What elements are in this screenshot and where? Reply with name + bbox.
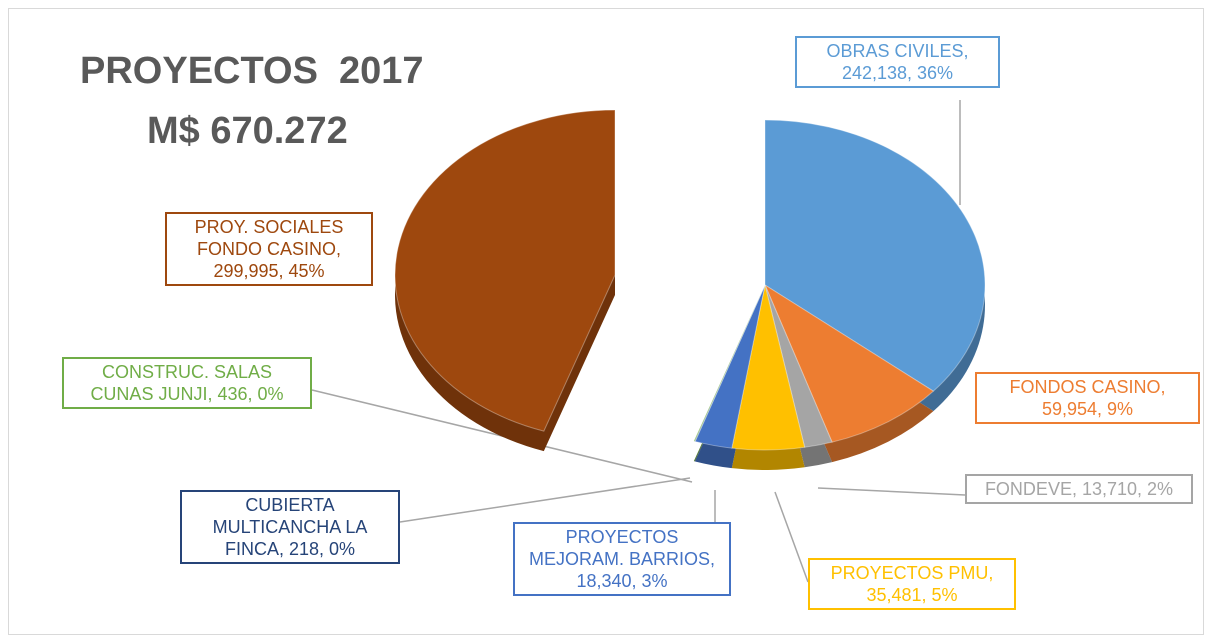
- chart-title: PROYECTOS 2017: [80, 50, 424, 92]
- chart-frame: [8, 8, 1204, 635]
- leader-line: [817, 487, 966, 496]
- slice: [764, 119, 986, 392]
- label-part: 2%: [1137, 479, 1173, 499]
- label-part: PROYECTOS PMU: [830, 563, 989, 583]
- data-label: PROYECTOS MEJORAM. BARRIOS18,3403%: [513, 522, 731, 596]
- data-label: FONDEVE13,7102%: [965, 474, 1193, 504]
- leader-line: [399, 477, 691, 523]
- label-part: OBRAS CIVILES: [826, 41, 964, 61]
- chart-subtitle: M$ 670.272: [147, 110, 348, 152]
- slice: [394, 109, 616, 432]
- data-label: CUBIERTA MULTICANCHA LA FINCA2180%: [180, 490, 400, 564]
- slice: [693, 284, 766, 442]
- label-part: CUBIERTA MULTICANCHA LA FINCA: [212, 495, 368, 559]
- label-part: PROYECTOS MEJORAM. BARRIOS: [528, 527, 710, 569]
- label-part: 436: [207, 384, 247, 404]
- label-part: 0%: [248, 384, 284, 404]
- label-part: 9%: [1097, 399, 1133, 419]
- label-part: 3%: [632, 571, 668, 591]
- label-part: CONSTRUC. SALAS CUNAS JUNJI: [90, 362, 273, 404]
- label-part: 13,710: [1072, 479, 1137, 499]
- label-part: 36%: [907, 63, 953, 83]
- slice: [764, 284, 833, 448]
- data-label: PROYECTOS PMU35,4815%: [808, 558, 1016, 610]
- label-part: FONDOS CASINO: [1009, 377, 1161, 397]
- label-part: FONDEVE: [984, 479, 1072, 499]
- slice: [731, 284, 806, 451]
- slice: [693, 284, 766, 443]
- label-part: PROY. SOCIALES FONDO CASINO: [194, 217, 344, 259]
- label-part: 45%: [279, 261, 325, 281]
- data-label: OBRAS CIVILES242,13836%: [795, 36, 1000, 88]
- leader-line: [774, 491, 809, 583]
- data-label: FONDOS CASINO59,9549%: [975, 372, 1200, 424]
- slice: [763, 283, 935, 443]
- label-part: 5%: [922, 585, 958, 605]
- data-label: PROY. SOCIALES FONDO CASINO299,99545%: [165, 212, 373, 286]
- label-part: 218: [279, 539, 319, 559]
- slice: [694, 284, 766, 449]
- label-part: 0%: [319, 539, 355, 559]
- data-label: CONSTRUC. SALAS CUNAS JUNJI4360%: [62, 357, 312, 409]
